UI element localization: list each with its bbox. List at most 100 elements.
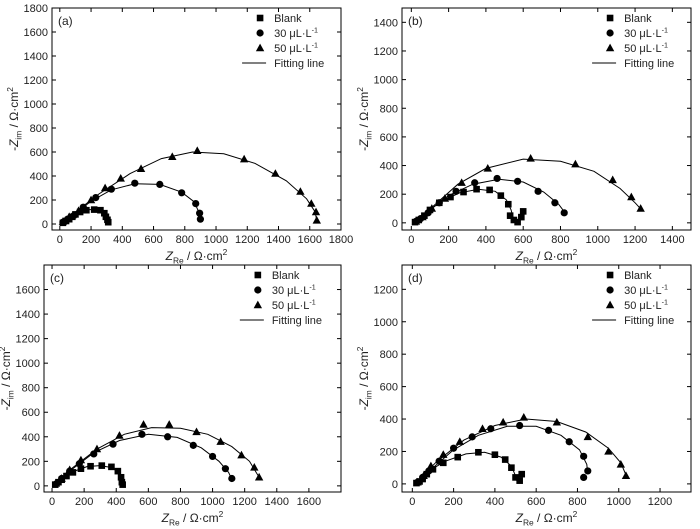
x-tick-label: 1200 — [232, 496, 256, 508]
data-point — [76, 455, 86, 464]
data-point — [552, 417, 562, 426]
data-point — [454, 453, 462, 461]
data-point — [565, 438, 573, 446]
data-point — [164, 433, 172, 441]
data-point — [63, 472, 70, 480]
x-tick-label: 1200 — [623, 234, 647, 246]
data-point — [307, 199, 316, 207]
legend: Blank 30 μL·L-1 50 μL·L-1 Fitting line — [592, 270, 674, 327]
legend-marker — [254, 286, 262, 294]
data-point — [92, 444, 102, 453]
data-point — [411, 217, 421, 225]
x-tick-label: 1400 — [265, 496, 289, 508]
legend-label: 50 μL·L-1 — [274, 42, 318, 55]
data-point — [92, 194, 100, 202]
data-point — [452, 187, 460, 195]
y-tick-label: 1000 — [374, 317, 398, 329]
x-tick-label: 400 — [477, 234, 495, 246]
legend-label: 50 μL·L-1 — [624, 299, 668, 312]
legend-marker — [256, 29, 264, 37]
x-tick-label: 200 — [82, 234, 100, 246]
legend-label: 50 μL·L-1 — [272, 299, 316, 312]
data-point — [98, 462, 106, 469]
x-tick-label: 0 — [49, 496, 55, 508]
x-tick-label: 1600 — [298, 234, 322, 246]
data-point — [64, 212, 74, 220]
legend-marker — [606, 29, 614, 37]
fitting-line — [54, 427, 260, 485]
data-point — [178, 189, 186, 197]
x-tick-label: 400 — [107, 496, 125, 508]
panel-label: (c) — [50, 271, 64, 285]
y-axis-label: -Zim / Ω·cm2 — [355, 346, 373, 410]
y-tick-label: 800 — [380, 349, 398, 361]
data-point — [518, 470, 526, 478]
data-point — [478, 424, 487, 432]
chart-panel-b: 0 200 400 600 800 1000 1200 1400 0 200 400 600 800 10… — [355, 7, 692, 266]
data-point — [228, 474, 236, 483]
data-point — [116, 174, 125, 182]
legend-label: 30 μL·L-1 — [624, 27, 668, 40]
data-point — [544, 426, 553, 434]
data-point — [627, 192, 636, 201]
y-axis-label: -Zim / Ω·cm2 — [5, 87, 23, 151]
x-tick-label: 1000 — [607, 496, 631, 508]
y-tick-label: 200 — [30, 195, 48, 207]
data-point — [580, 452, 588, 460]
data-point — [104, 218, 112, 226]
y-tick-label: 400 — [30, 171, 48, 183]
x-tick-label: 400 — [486, 496, 504, 508]
legend-marker — [606, 286, 614, 294]
data-point — [519, 208, 527, 215]
y-tick-label: 200 — [380, 446, 398, 458]
y-tick-label: 1600 — [24, 27, 48, 39]
data-point — [189, 441, 197, 449]
y-tick-label: 1800 — [24, 3, 48, 15]
chart-panel-a: 0 200 400 600 800 1000 1200 1400 1600 1800 0 200 400… — [5, 3, 353, 266]
y-tick-label: 1000 — [16, 358, 40, 370]
data-point — [86, 195, 96, 204]
y-tick-label: 1000 — [24, 99, 48, 111]
data-point — [107, 185, 115, 193]
data-point — [58, 217, 68, 225]
x-tick-label: 0 — [57, 234, 63, 246]
x-axis-label: ZRe / Ω·cm2 — [515, 509, 578, 527]
data-point — [109, 440, 117, 448]
data-point — [512, 474, 519, 481]
y-tick-label: 1000 — [374, 75, 398, 87]
data-point — [516, 477, 523, 484]
x-tick-label: 1400 — [660, 234, 684, 246]
y-tick-label: 1200 — [374, 46, 398, 58]
data-point — [65, 465, 74, 474]
data-point — [79, 203, 87, 211]
data-point — [455, 437, 464, 445]
y-tick-label: 400 — [380, 414, 398, 426]
y-tick-label: 200 — [22, 456, 40, 468]
x-tick-label: 1400 — [266, 234, 290, 246]
legend-marker — [605, 43, 615, 52]
data-point — [483, 164, 492, 172]
data-point — [312, 216, 321, 224]
data-point — [221, 465, 230, 473]
data-point — [497, 192, 505, 199]
data-point — [608, 175, 617, 184]
data-point — [311, 207, 321, 216]
x-tick-label: 1000 — [204, 234, 228, 246]
data-point — [271, 169, 280, 177]
chart-panel-c: 0 200 400 600 800 1000 1200 1400 1600 0 200 400 600 8… — [0, 264, 342, 528]
legend-marker — [254, 271, 262, 279]
legend-label: 30 μL·L-1 — [624, 284, 668, 297]
legend-marker — [256, 14, 264, 22]
data-point — [296, 187, 305, 195]
legend-label: Fitting line — [624, 58, 674, 70]
y-tick-label: 200 — [380, 189, 398, 201]
x-tick-label: 1200 — [235, 234, 259, 246]
data-point — [439, 459, 447, 467]
data-point — [447, 193, 454, 201]
y-tick-label: 0 — [34, 481, 40, 493]
x-tick-label: 1000 — [200, 496, 224, 508]
y-tick-label: 1600 — [16, 285, 40, 297]
data-point — [427, 204, 437, 212]
y-tick-label: 1400 — [24, 51, 48, 63]
fitting-line — [413, 158, 642, 223]
